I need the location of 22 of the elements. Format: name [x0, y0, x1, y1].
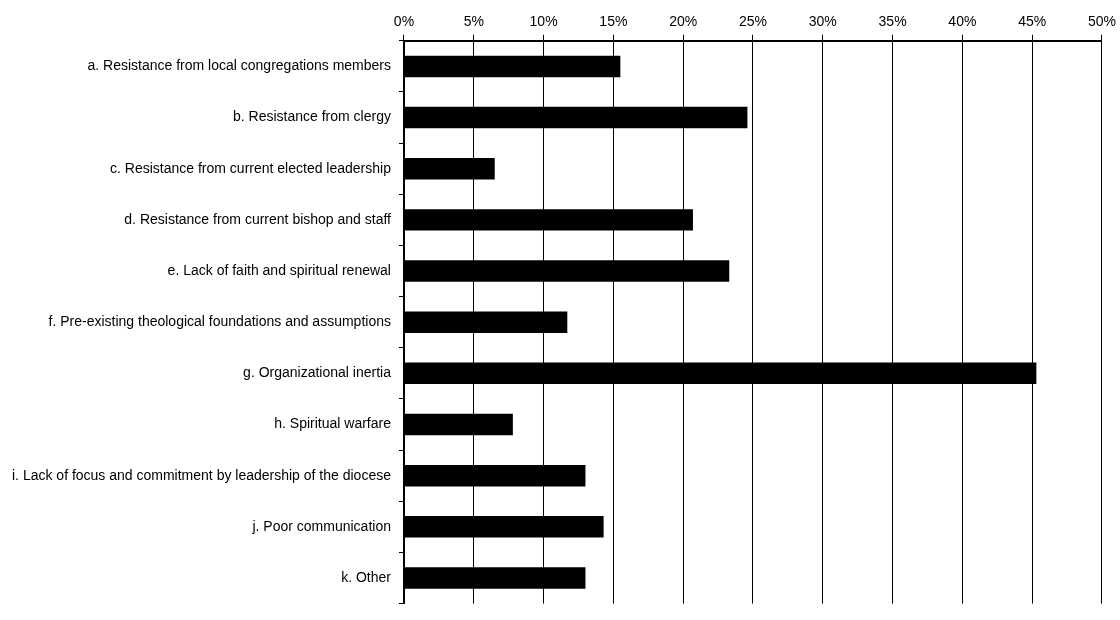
x-tick-label: 5% — [463, 13, 484, 30]
y-tick-label: h. Spiritual warfare — [274, 415, 392, 432]
y-tick-label: e. Lack of faith and spiritual renewal — [167, 261, 391, 278]
x-tick-label: 25% — [738, 13, 767, 30]
x-tick-label: 45% — [1018, 13, 1047, 30]
x-tick-label: 0% — [393, 13, 415, 30]
y-tick-label: c. Resistance from current elected leadership — [110, 159, 392, 176]
y-tick-label: j. Poor communication — [251, 517, 391, 534]
x-tick-label: 35% — [878, 13, 907, 30]
y-tick-label: a. Resistance from local congregations members — [87, 57, 391, 74]
y-tick-label: k. Other — [341, 568, 392, 585]
x-tick-label: 15% — [599, 13, 628, 30]
x-tick-label: 50% — [1087, 13, 1117, 30]
y-tick-label: b. Resistance from clergy — [233, 108, 391, 125]
x-tick-label: 30% — [808, 13, 837, 30]
y-tick-label: i. Lack of focus and commitment by leadership of the diocese — [11, 466, 392, 483]
x-tick-label: 20% — [669, 13, 698, 30]
y-tick-label: f. Pre-existing theological foundations and assumptions — [48, 313, 391, 330]
x-tick-label: 10% — [529, 13, 558, 30]
x-tick-label: 40% — [948, 13, 977, 30]
y-tick-label: d. Resistance from current bishop and staff — [124, 210, 392, 227]
y-tick-label: g. Organizational inertia — [243, 364, 392, 381]
